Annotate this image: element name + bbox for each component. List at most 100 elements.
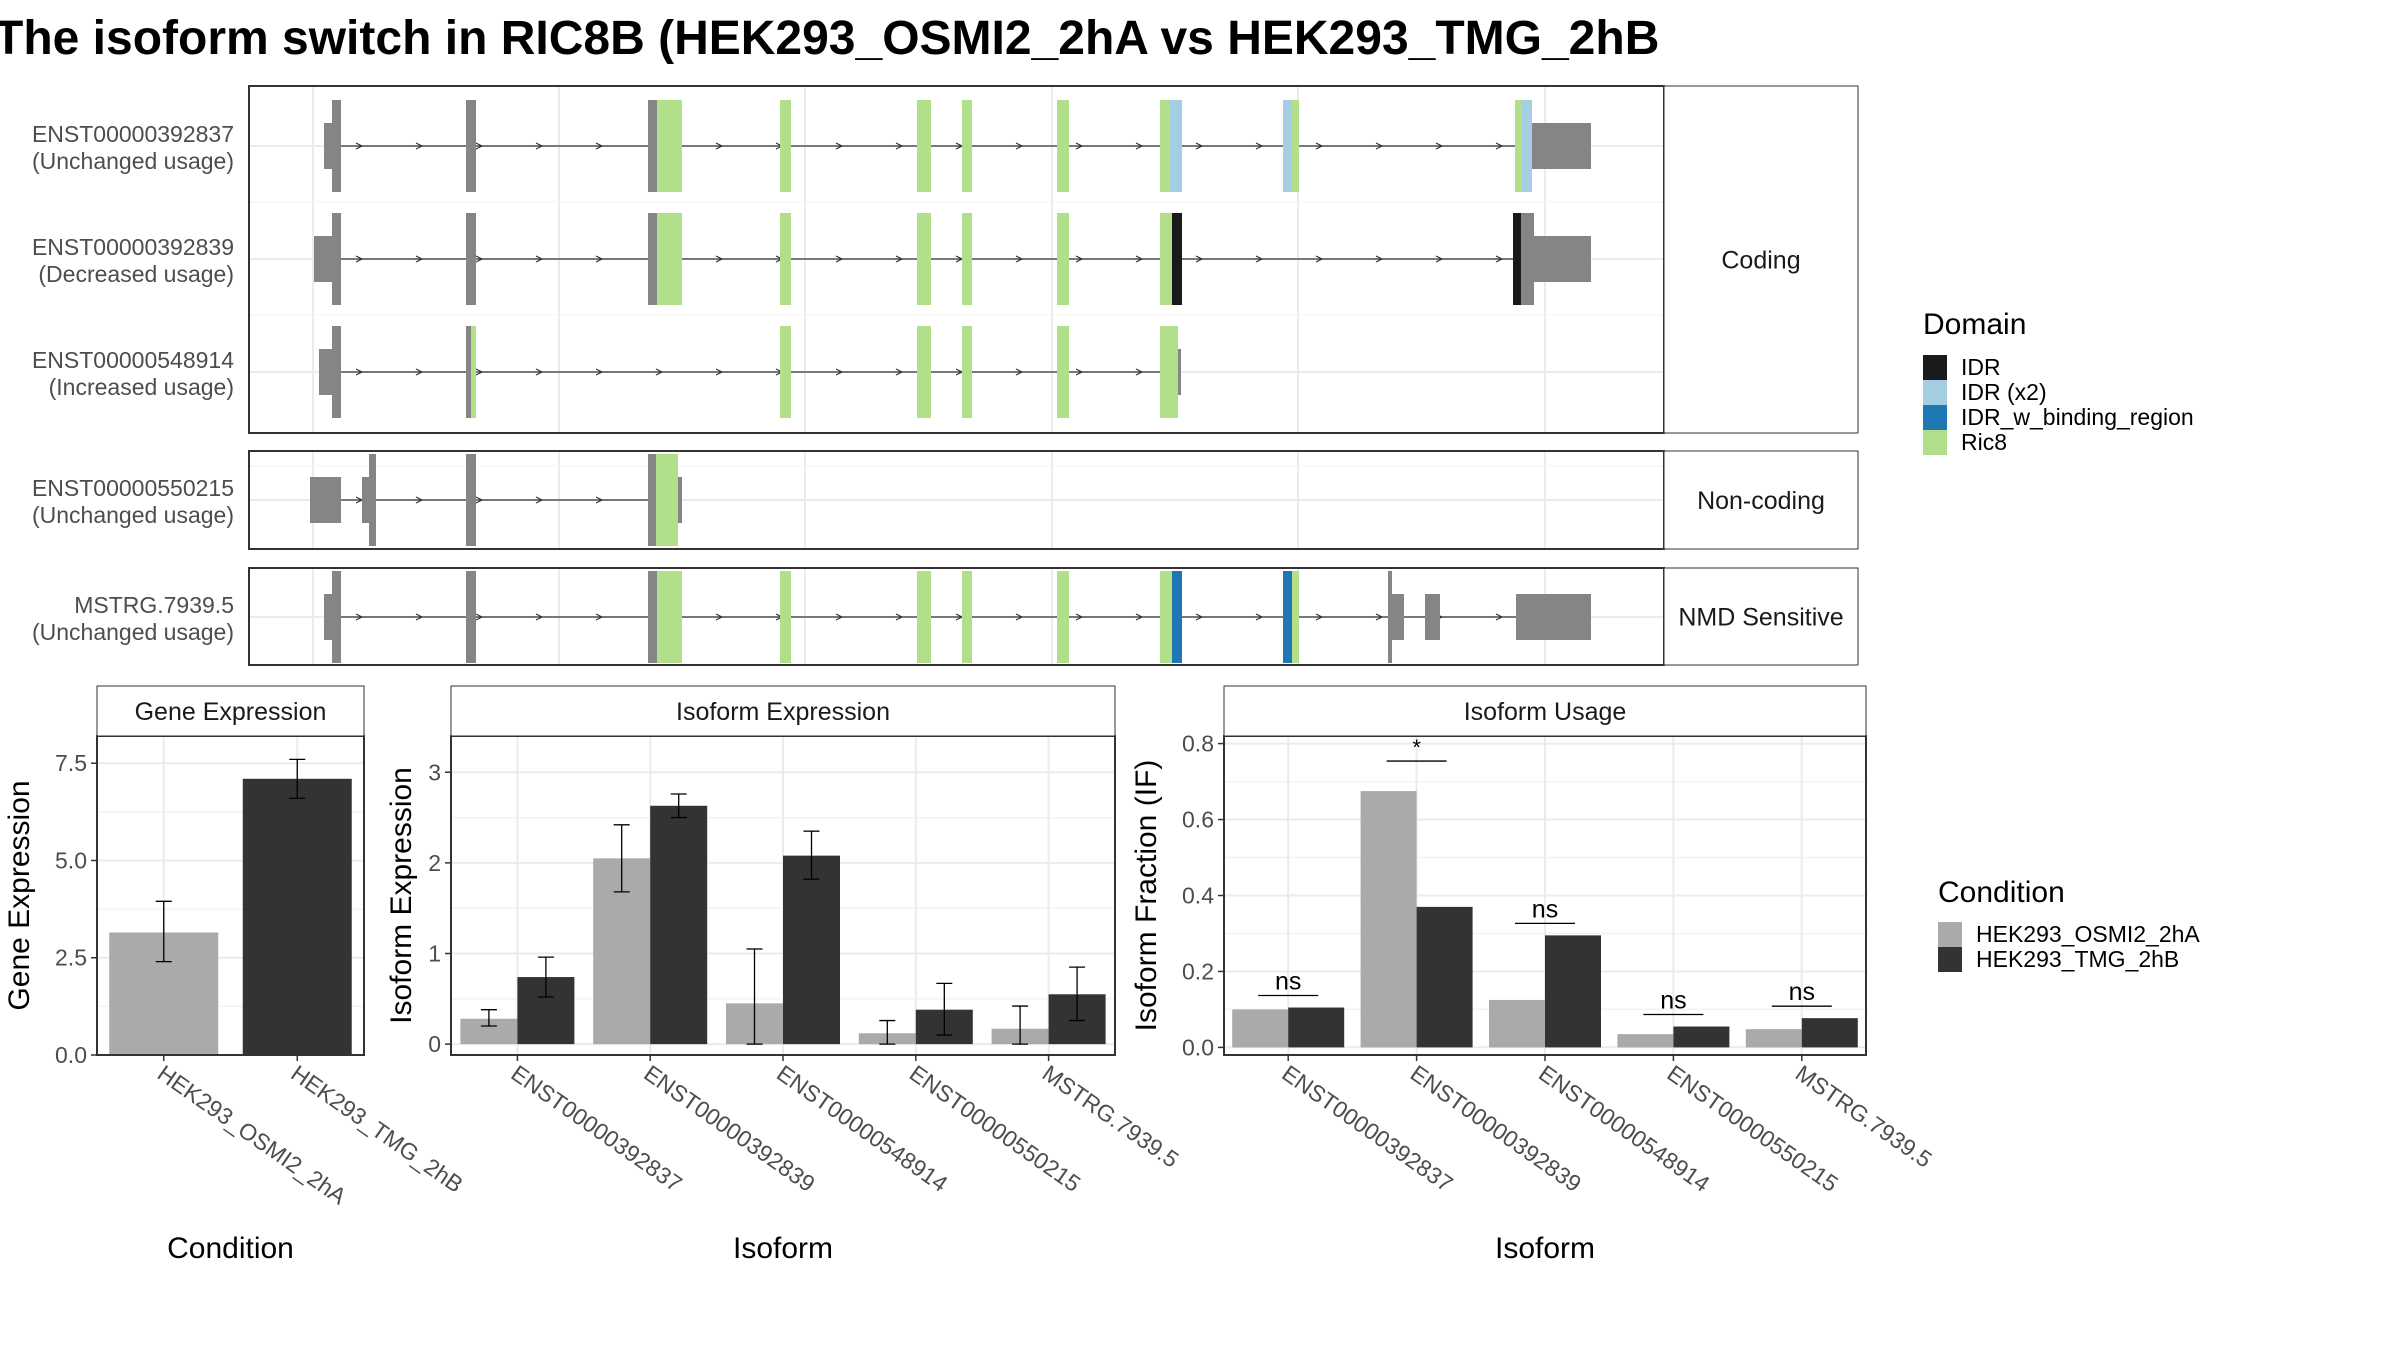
gene-expression-panel: Gene Expression0.02.55.07.5HEK293_OSMI2_… — [3, 685, 468, 1265]
intron-arrow — [1375, 255, 1384, 263]
facet-strip — [1663, 450, 1859, 550]
bar — [1545, 935, 1601, 1048]
exon — [1532, 123, 1591, 169]
intron-arrow — [595, 142, 604, 150]
exon — [657, 100, 682, 192]
domain-legend-label: IDR (x2) — [1961, 379, 2047, 405]
exon — [1515, 100, 1522, 192]
exon — [1425, 594, 1440, 640]
exon — [917, 571, 931, 663]
exon — [1292, 100, 1299, 192]
intron-arrow — [595, 613, 604, 621]
intron-arrow — [355, 368, 364, 376]
bar — [242, 778, 352, 1055]
exon — [1392, 594, 1404, 640]
isoform-label-id: MSTRG.7939.5 — [74, 592, 234, 618]
intron-arrow — [1435, 142, 1444, 150]
domain-legend-label: Ric8 — [1961, 429, 2007, 455]
exon — [648, 213, 657, 305]
y-tick-label: 0.0 — [1182, 1034, 1214, 1060]
y-tick-label: 0.0 — [55, 1042, 87, 1068]
condition-legend-key — [1938, 947, 1962, 972]
intron-arrow — [415, 368, 424, 376]
significance-label: * — [1412, 735, 1421, 760]
y-tick-label: 0.2 — [1182, 958, 1214, 984]
exon — [369, 454, 376, 546]
y-tick-label: 5.0 — [55, 847, 87, 873]
exon — [962, 326, 972, 418]
y-axis-title: Gene Expression — [3, 780, 36, 1010]
condition-legend-label: HEK293_OSMI2_2hA — [1976, 921, 2200, 947]
exon — [780, 100, 791, 192]
intron-arrow — [1075, 142, 1084, 150]
y-tick-label: 0.6 — [1182, 807, 1214, 833]
intron-arrow — [1315, 142, 1324, 150]
exon — [1388, 571, 1392, 663]
exon — [656, 454, 678, 546]
intron-arrow — [1255, 142, 1264, 150]
intron-arrow — [1495, 613, 1504, 621]
isoform-expression-panel: Isoform Expression0123ENST00000392837ENS… — [385, 685, 1184, 1265]
intron-arrow — [1435, 255, 1444, 263]
intron-arrow — [475, 496, 484, 504]
isoform-label-id: ENST00000548914 — [32, 347, 234, 373]
significance-label: ns — [1789, 978, 1815, 1006]
intron-arrow — [475, 368, 484, 376]
intron-arrow — [895, 613, 904, 621]
intron-arrow — [715, 142, 724, 150]
intron-arrow — [535, 613, 544, 621]
facet-label-0: Coding — [1721, 247, 1800, 275]
exon — [362, 477, 370, 523]
exon — [332, 326, 341, 418]
panel-strip — [1223, 685, 1867, 737]
exon — [780, 213, 791, 305]
isoform-label-usage: (Increased usage) — [49, 374, 234, 400]
intron-arrow — [835, 255, 844, 263]
exon — [1170, 100, 1182, 192]
isoform-label-id: ENST00000392839 — [32, 234, 234, 260]
intron-arrow — [535, 255, 544, 263]
domain-legend-title: Domain — [1923, 308, 2026, 341]
panel-strip — [450, 685, 1116, 737]
exon — [310, 477, 341, 523]
exon — [1160, 213, 1172, 305]
exon — [648, 100, 657, 192]
intron-arrow — [895, 255, 904, 263]
intron-arrow — [475, 613, 484, 621]
intron-arrow — [715, 368, 724, 376]
intron-arrow — [475, 255, 484, 263]
intron-arrow — [1255, 613, 1264, 621]
exon — [466, 213, 476, 305]
panel-title: Isoform Usage — [1464, 698, 1627, 726]
intron-arrow — [415, 496, 424, 504]
y-tick-label: 0.8 — [1182, 731, 1214, 757]
x-axis-title: Isoform — [1495, 1232, 1595, 1265]
intron-arrow — [355, 255, 364, 263]
exon — [917, 213, 931, 305]
intron-arrow — [595, 255, 604, 263]
intron-arrow — [1375, 142, 1384, 150]
panel-title: Gene Expression — [135, 698, 327, 726]
intron-arrow — [895, 142, 904, 150]
exon — [466, 100, 476, 192]
significance-label: ns — [1532, 895, 1558, 923]
intron-arrow — [535, 142, 544, 150]
intron-arrow — [535, 496, 544, 504]
intron-arrow — [1195, 613, 1204, 621]
intron-arrow — [715, 255, 724, 263]
exon — [1160, 100, 1170, 192]
bar — [1801, 1018, 1858, 1048]
domain-legend-key — [1923, 405, 1947, 430]
x-axis-title: Condition — [167, 1232, 294, 1265]
domain-legend-key — [1923, 430, 1947, 455]
exon — [1172, 571, 1182, 663]
exon — [1160, 326, 1178, 418]
y-axis-title: Isoform Fraction (IF) — [1130, 760, 1163, 1032]
domain-legend-label: IDR_w_binding_region — [1961, 404, 2194, 430]
bar — [1288, 1007, 1345, 1048]
y-tick-label: 2.5 — [55, 945, 87, 971]
exon — [332, 571, 341, 663]
exon — [648, 571, 657, 663]
panel-strip — [96, 685, 365, 737]
